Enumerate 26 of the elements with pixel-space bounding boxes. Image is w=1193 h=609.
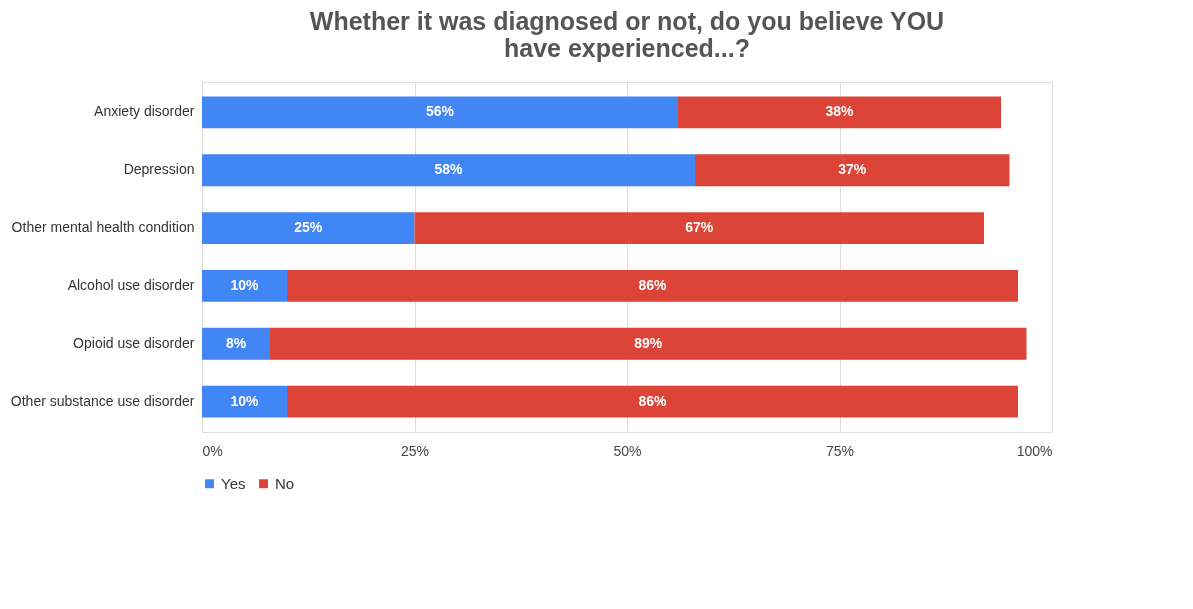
data-label: 89% (634, 334, 663, 351)
y-tick-label: Anxiety disorder (94, 103, 195, 120)
legend-label: No (275, 474, 295, 492)
data-label: 37% (838, 161, 867, 178)
data-label: 58% (434, 161, 464, 178)
data-label: 8% (225, 334, 247, 351)
data-label: 25% (294, 219, 323, 236)
y-tick-label: Depression (123, 161, 195, 178)
x-tick-label: 50% (613, 442, 642, 459)
data-label: 38% (825, 103, 855, 120)
data-label: 10% (230, 392, 260, 409)
y-tick-label: Opioid use disorder (73, 334, 195, 351)
y-tick-label: Alcohol use disorder (67, 276, 195, 293)
legend-label: Yes (221, 474, 246, 492)
data-label: 56% (425, 103, 455, 120)
x-tick-label: 25% (400, 442, 430, 459)
data-label: 86% (638, 392, 668, 409)
y-tick-label: Other mental health condition (11, 219, 195, 236)
x-tick-label: 75% (825, 442, 855, 459)
x-tick-label: 100% (1016, 442, 1053, 459)
x-tick-label: 0% (202, 442, 223, 459)
data-label: 86% (638, 276, 668, 293)
data-label: 10% (230, 276, 260, 293)
y-tick-label: Other substance use disorder (10, 392, 195, 409)
data-label: 67% (685, 219, 714, 236)
chart-title: Whether it was diagnosed or not, do you believe YOU have experienced...? (309, 7, 945, 62)
